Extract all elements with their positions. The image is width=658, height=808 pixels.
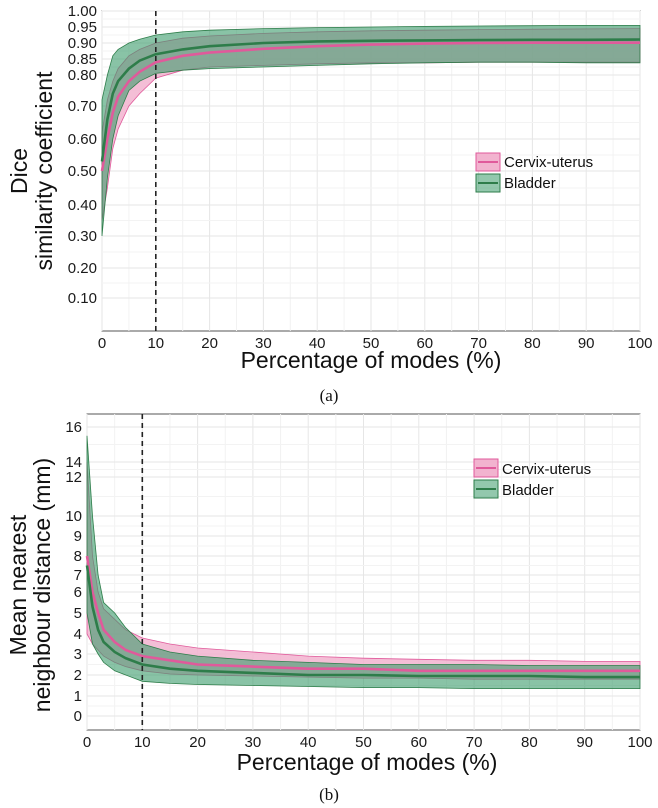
x-tick-label: 50 [363,335,380,352]
y-tick-label: 0.60 [68,131,97,148]
mean-line-bladder [100,38,641,162]
chart-a-x-axis-title: Percentage of modes (%) [241,347,502,373]
x-tick-label: 70 [466,734,483,751]
x-tick-label: 100 [627,335,652,352]
x-tick-label: 70 [470,335,487,352]
x-tick-label: 10 [134,734,151,751]
x-tick-label: 20 [201,335,218,352]
x-tick-label: 90 [576,734,593,751]
chart-b-legend: Cervix-uterus Bladder [473,458,591,499]
y-tick-label: 5 [74,605,82,622]
x-tick-label: 40 [309,335,326,352]
chart-b-y-axis-title: Mean nearest neighbour distance (mm) [5,458,55,712]
x-tick-label: 60 [416,335,433,352]
y-tick-label: 0.80 [68,67,97,84]
chart-a: 0.10 0.20 0.30 0.40 0.50 0.60 0.70 0.800.850.90… [6,3,653,405]
x-tick-label: 0 [83,734,91,751]
y-tick-label: 1 [74,688,82,705]
mean-line-cervix-uterus [85,555,640,673]
chart-a-caption: (a) [320,386,339,405]
y-tick-label: 0.50 [68,163,97,180]
y-tick-label: 14 [65,454,82,471]
y-tick-label: 7 [74,567,82,584]
x-tick-label: 100 [627,734,652,751]
y-tick-label: 9 [74,528,82,545]
legend-a-label-cervix: Cervix-uterus [504,154,593,171]
x-tick-label: 20 [189,734,206,751]
x-tick-label: 80 [521,734,538,751]
y-tick-label: 0.70 [68,98,97,115]
y-tick-label: 16 [65,419,82,436]
legend-a-label-bladder: Bladder [504,175,556,192]
mean-line-bladder [85,565,640,679]
chart-a-y-tick-labels: 0.10 0.20 0.30 0.40 0.50 0.60 0.70 0.800.850.90… [68,3,97,307]
chart-a-y-axis-title-line-1: Dice [6,148,32,194]
mean-line-cervix-uterus [100,41,640,172]
x-tick-label: 80 [524,335,541,352]
y-tick-label: 0.20 [68,260,97,277]
chart-b-y-axis-title-line-2: neighbour distance (mm) [29,458,55,712]
x-tick-label: 30 [245,734,262,751]
chart-a-legend: Cervix-uterus Bladder [475,152,593,193]
chart-a-lines [100,38,641,172]
chart-a-x-tick-labels: 0 10 20 30 40 50 60 70 80 90 100 [98,335,653,352]
y-tick-label: 12 [65,469,82,486]
y-tick-label: 0.40 [68,197,97,214]
x-tick-label: 90 [578,335,595,352]
chart-b-y-axis-title-line-1: Mean nearest [5,514,31,655]
y-tick-label: 0.30 [68,228,97,245]
chart-b-x-axis-title: Percentage of modes (%) [237,749,498,775]
y-tick-label: 0.10 [68,290,97,307]
x-tick-label: 10 [147,335,164,352]
chart-b-x-tick-labels: 0 10 20 30 40 50 60 70 80 90 100 [83,734,653,751]
chart-a-y-axis-title: Dice similarity coefficient [6,71,57,271]
legend-b-label-cervix: Cervix-uterus [502,461,591,478]
y-tick-label: 0.95 [68,19,97,36]
x-tick-label: 30 [255,335,272,352]
y-tick-label: 4 [74,626,82,643]
y-tick-label: 6 [74,584,82,601]
y-tick-label: 1.00 [68,3,97,20]
y-tick-label: 8 [74,548,82,565]
x-tick-label: 50 [355,734,372,751]
y-tick-label: 3 [74,646,82,663]
x-tick-label: 60 [410,734,427,751]
legend-b-label-bladder: Bladder [502,482,554,499]
y-tick-label: 2 [74,667,82,684]
y-tick-label: 10 [65,508,82,525]
y-tick-label: 0 [74,708,82,725]
band-bladder [101,25,641,237]
y-tick-label: 0.85 [68,51,97,68]
x-tick-label: 0 [98,335,106,352]
chart-a-y-axis-title-line-2: similarity coefficient [31,71,57,271]
y-tick-label: 0.90 [68,35,97,52]
chart-b-lines [85,555,640,679]
chart-b-caption: (b) [319,785,339,804]
x-tick-label: 40 [300,734,317,751]
